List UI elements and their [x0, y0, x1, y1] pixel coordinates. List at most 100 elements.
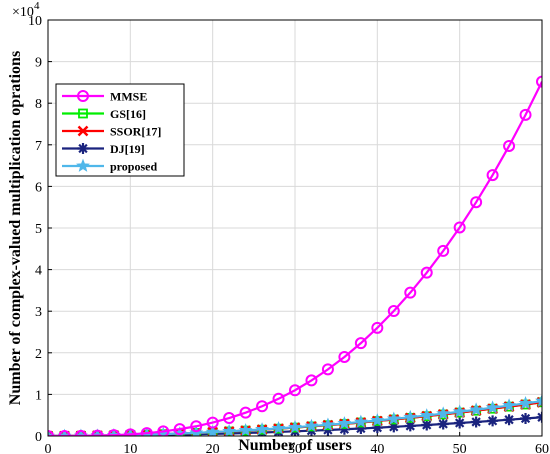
- y-tick-label: 4: [35, 264, 42, 279]
- x-tick-label: 60: [535, 442, 549, 454]
- data-point-proposed: [370, 413, 385, 427]
- data-point-dj-19: [371, 422, 383, 434]
- series-line-mmse: [48, 81, 542, 436]
- data-point-mmse: [354, 337, 367, 350]
- data-point-proposed: [452, 404, 467, 418]
- legend-marker-dj-19: [77, 143, 89, 154]
- x-tick-label: 30: [288, 442, 302, 454]
- data-point-mmse: [239, 406, 252, 419]
- data-point-dj-19: [437, 418, 449, 430]
- data-point-proposed: [353, 414, 368, 428]
- x-axis-label: Number of users: [238, 437, 351, 454]
- data-point-proposed: [535, 393, 542, 407]
- data-point-proposed: [271, 421, 286, 435]
- data-point-proposed: [403, 409, 418, 424]
- data-point-mmse: [206, 416, 219, 429]
- plot-frame: [47, 19, 543, 437]
- data-point-mmse: [157, 425, 170, 436]
- legend-label: proposed: [110, 160, 157, 174]
- data-point-dj-19: [338, 423, 350, 435]
- x-tick-label: 20: [206, 442, 220, 454]
- x-tick-label: 40: [370, 442, 384, 454]
- data-point-proposed: [222, 423, 237, 436]
- data-point-mmse: [503, 139, 516, 152]
- data-point-mmse: [223, 412, 236, 425]
- data-point-proposed: [469, 402, 484, 416]
- legend-entry-gs-16: GS[16]: [62, 107, 146, 121]
- legend-marker-gs-16: [78, 108, 88, 119]
- data-point-proposed: [485, 400, 500, 414]
- y-multiplier-exponent: 4: [34, 0, 40, 12]
- data-point-mmse: [107, 429, 120, 436]
- data-point-dj-19: [421, 419, 433, 431]
- y-tick-label: 5: [35, 222, 42, 237]
- data-point-proposed: [436, 406, 451, 420]
- y-tick-label: 9: [35, 56, 42, 71]
- data-point-dj-19: [470, 416, 482, 428]
- legend-label: MMSE: [110, 90, 147, 104]
- x-tick-label: 0: [45, 442, 52, 454]
- data-point-dj-19: [487, 415, 499, 427]
- y-tick-label: 7: [35, 139, 42, 154]
- data-point-dj-19: [454, 417, 466, 429]
- data-point-proposed: [205, 424, 220, 436]
- data-point-mmse: [420, 266, 433, 279]
- series-layer: [48, 75, 542, 436]
- legend-marker-proposed: [76, 158, 90, 172]
- data-point-mmse: [404, 286, 417, 299]
- data-point-proposed: [238, 423, 253, 436]
- data-point-proposed: [320, 417, 335, 431]
- data-point-mmse: [190, 420, 203, 433]
- data-point-dj-19: [503, 414, 515, 426]
- data-point-proposed: [255, 422, 270, 436]
- data-point-mmse: [305, 374, 318, 387]
- data-point-mmse: [289, 384, 301, 397]
- data-point-proposed: [386, 411, 401, 425]
- data-point-mmse: [437, 244, 450, 257]
- data-point-mmse: [486, 169, 499, 182]
- series-mmse: [48, 75, 542, 436]
- data-point-proposed: [419, 408, 434, 422]
- data-point-mmse: [470, 196, 483, 209]
- legend: MMSE GS[16] SSOR[17] DJ[19] proposed: [55, 83, 185, 177]
- data-point-mmse: [140, 427, 153, 436]
- legend-entry-mmse: MMSE: [62, 90, 147, 104]
- y-tick-label: 10: [28, 14, 42, 29]
- legend-marker-mmse: [77, 90, 89, 102]
- y-tick-label: 3: [35, 305, 42, 320]
- data-point-dj-19: [520, 413, 532, 425]
- data-point-proposed: [502, 398, 517, 412]
- data-point-mmse: [453, 221, 466, 234]
- legend-label: SSOR[17]: [110, 125, 161, 139]
- y-multiplier-label: ×10: [12, 5, 34, 20]
- y-tick-label: 6: [35, 180, 42, 195]
- x-tick-label: 50: [453, 442, 467, 454]
- data-point-mmse: [519, 108, 532, 121]
- data-point-dj-19: [388, 421, 400, 433]
- data-point-mmse: [338, 350, 351, 363]
- data-point-mmse: [387, 305, 400, 318]
- legend-entry-dj-19: DJ[19]: [62, 142, 145, 156]
- y-tick-label: 1: [35, 388, 42, 403]
- x-tick-label: 10: [123, 442, 137, 454]
- y-tick-label: 2: [35, 347, 42, 362]
- data-point-mmse: [256, 400, 269, 413]
- data-point-mmse: [321, 363, 334, 376]
- data-point-mmse: [173, 423, 186, 436]
- data-point-mmse: [272, 392, 285, 405]
- legend-marker-ssor-17: [77, 125, 89, 137]
- data-point-mmse: [124, 428, 137, 436]
- y-tick-label: 0: [35, 430, 42, 445]
- data-point-mmse: [371, 321, 384, 334]
- y-axis-label: Number of complex-valued multiplication …: [7, 51, 24, 405]
- data-point-proposed: [288, 419, 302, 434]
- data-point-proposed: [518, 396, 533, 410]
- data-point-proposed: [304, 418, 319, 432]
- data-point-proposed: [337, 416, 352, 430]
- y-tick-label: 8: [35, 97, 42, 112]
- legend-label: GS[16]: [110, 107, 146, 121]
- legend-entry-ssor-17: SSOR[17]: [62, 125, 161, 139]
- legend-label: DJ[19]: [110, 142, 145, 156]
- data-point-dj-19: [404, 420, 416, 432]
